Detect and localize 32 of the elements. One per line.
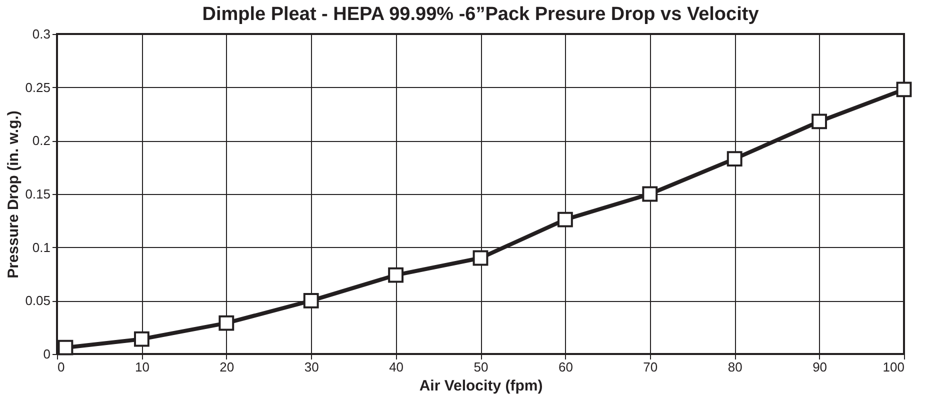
x-tick-label: 0: [58, 360, 65, 374]
x-tick-label: 70: [643, 360, 658, 374]
y-tick-label: 0.1: [32, 240, 50, 255]
point: [557, 212, 573, 228]
x-tick-label: 80: [728, 360, 742, 374]
point: [812, 114, 828, 130]
point: [303, 292, 319, 308]
y-axis-title: Pressure Drop (in. w.g.): [5, 110, 22, 278]
point: [134, 331, 150, 347]
y-tick-label: 0.25: [25, 80, 50, 95]
point: [896, 82, 912, 98]
point: [642, 186, 658, 202]
point: [726, 151, 742, 167]
x-tick-label: 20: [220, 360, 234, 374]
x-tick-label: 50: [474, 360, 488, 374]
x-tick-label: 100: [882, 360, 904, 374]
y-tick-label: 0.05: [25, 293, 50, 308]
x-axis-title: Air Velocity (fpm): [419, 378, 543, 394]
point: [58, 340, 74, 356]
point: [218, 315, 234, 331]
x-tick-label: 10: [134, 360, 150, 374]
point: [388, 267, 404, 283]
x-tick-label: 30: [304, 360, 319, 374]
x-tick-label: 90: [812, 360, 828, 374]
point: [472, 250, 488, 266]
chart-title: Dimple Pleat - HEPA 99.99% -6”Pack Presure Drop vs Velocity: [202, 4, 760, 25]
y-tick-label: 0: [43, 346, 50, 362]
x-tick-label: 60: [558, 360, 573, 374]
y-tick-label: 0.3: [32, 26, 50, 42]
y-tick-label: 0.2: [32, 133, 50, 148]
x-tick-label: 40: [389, 360, 404, 374]
y-tick-label: 0.15: [25, 186, 50, 202]
